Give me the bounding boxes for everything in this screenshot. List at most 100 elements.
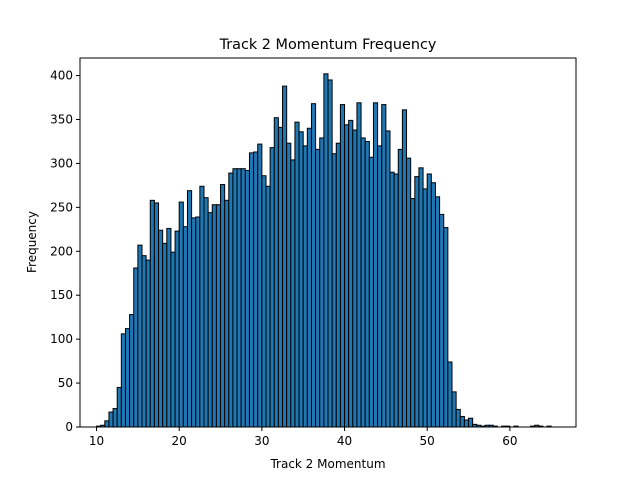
histogram-bar [406,157,412,428]
histogram-bar [228,172,234,428]
histogram-bar [459,415,465,428]
y-tick-label: 300 [50,156,73,170]
histogram-bar [120,333,126,428]
histogram-bar [356,102,362,428]
x-tick-label: 40 [337,434,352,448]
histogram-bar [286,142,292,428]
histogram-bar [224,199,230,428]
histogram-bar [108,411,114,428]
histogram-bar [253,151,259,428]
y-tick-label: 350 [50,113,73,127]
histogram-bar [195,216,201,428]
histogram-bar [162,242,168,428]
histogram-bar [149,199,155,428]
x-tick-label: 20 [172,434,187,448]
histogram-bar [207,212,213,428]
histogram-bar [232,168,238,428]
x-axis-ticks: 10 20 30 40 50 60 [89,427,518,448]
histogram-bar [141,255,147,428]
histogram-bar [265,185,271,428]
histogram-bar [315,148,321,428]
x-tick-label: 50 [420,434,435,448]
histogram-bar [348,119,354,428]
histogram-bar [443,227,449,428]
histogram-bar [319,137,325,428]
histogram-bar [393,173,399,428]
histogram-bar [463,419,470,428]
y-tick-label: 150 [50,288,73,302]
histogram-bar [191,217,197,428]
histogram-bar [211,204,217,428]
histogram-bar [364,140,370,428]
histogram-bar [368,156,374,428]
histogram-bar [323,73,329,428]
x-tick-label: 10 [89,434,104,448]
histogram-bar [360,137,366,428]
y-tick-label: 400 [50,69,73,83]
histogram-bar [422,188,428,428]
histogram-bar [145,259,151,428]
plot-frame [79,57,577,428]
histogram-bar [257,143,263,428]
histogram-bar [331,153,337,428]
x-axis-title: Track 2 Momentum [269,457,385,471]
histogram-bar [182,226,188,428]
y-tick-label: 200 [50,244,73,258]
histogram-bar [414,176,420,428]
histogram-bar [137,244,143,428]
histogram-bar [294,121,300,428]
histogram-bar [273,117,279,428]
histogram-bar [335,142,341,428]
y-tick-label: 0 [65,420,73,434]
histogram-bar [153,202,160,428]
histogram-bar [451,391,457,428]
histogram-bar [377,145,383,428]
histogram-bar [166,227,172,428]
histogram-bar [158,229,164,428]
histogram-bar [344,124,350,428]
histogram-bar [170,251,176,428]
histogram-bar [174,230,180,428]
histogram-bar [434,196,441,428]
x-tick-label: 30 [254,434,269,448]
histogram-bar [397,148,403,428]
histogram-bar [339,104,346,428]
y-tick-label: 250 [50,200,73,214]
histogram-bar [372,102,379,428]
histogram-bar [302,145,308,428]
histogram-bar [410,198,416,428]
y-tick-label: 100 [50,332,73,346]
y-axis-ticks: 0 50 100 150 200 250 300 350 400 [50,69,80,434]
histogram-bar [178,201,184,428]
histogram-bar [199,185,205,428]
histogram-bar [418,167,424,428]
histogram-bar [310,103,317,428]
histogram-bar [430,182,436,428]
histogram-bar [352,129,358,428]
chart-title: Track 2 Momentum Frequency [219,37,437,53]
histogram-bar [439,213,445,428]
histogram-bar [133,267,139,428]
histogram-bar [124,328,131,428]
histogram-bar [269,147,275,428]
histogram-bar [306,127,312,428]
histogram-bar [426,173,432,428]
y-tick-label: 50 [58,376,73,390]
histogram-bar [298,131,304,428]
histogram-bar [401,109,408,428]
histogram-bar [468,417,474,428]
histogram-bar [116,386,122,428]
histogram-bar [244,169,250,428]
histogram-bar [381,104,387,428]
histogram-bar [282,85,288,428]
histogram-bar [447,361,453,428]
x-tick-label: 60 [502,434,517,448]
histogram-bar [203,197,209,428]
histogram-bar [220,184,226,428]
histogram-bar [327,79,333,428]
histogram-bar [389,171,395,428]
histogram-bar [290,159,296,428]
histogram-bar [385,130,391,428]
histogram-bar [240,168,246,428]
